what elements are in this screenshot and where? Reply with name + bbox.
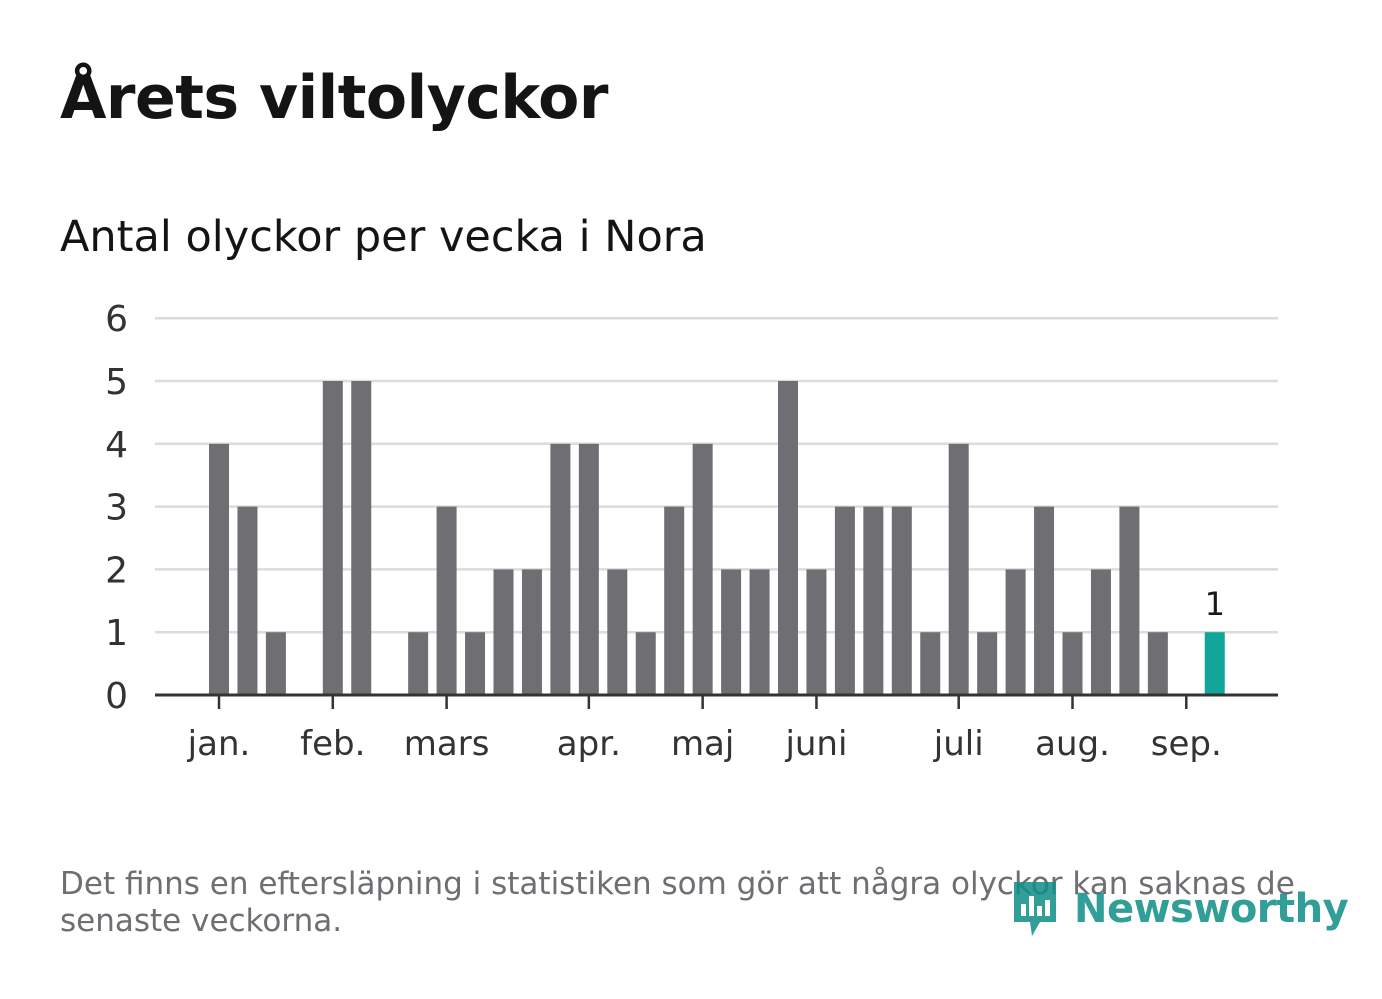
bar — [265, 632, 286, 695]
bar — [778, 381, 798, 695]
bar — [351, 381, 372, 695]
bar — [465, 632, 486, 695]
chart-title: Årets viltolyckor — [60, 63, 609, 133]
x-tick-label: jan. — [187, 724, 251, 764]
bar — [521, 569, 542, 695]
bar — [1005, 569, 1026, 695]
bar — [1147, 632, 1168, 695]
y-tick-label: 6 — [105, 299, 128, 340]
y-tick-label: 2 — [105, 550, 128, 591]
x-axis — [155, 693, 1278, 709]
bar — [1062, 632, 1083, 695]
x-tick-label: sep. — [1151, 724, 1222, 764]
bars — [209, 381, 1225, 695]
bar — [607, 569, 628, 695]
bar — [1090, 569, 1111, 695]
x-tick-label: feb. — [300, 724, 365, 764]
bar — [749, 569, 770, 695]
brand-name: Newsworthy — [1074, 886, 1349, 932]
newsworthy-logo-icon — [1014, 882, 1056, 936]
annotations: 1 — [1205, 585, 1225, 623]
x-tick-label: apr. — [557, 724, 621, 764]
bar — [1034, 506, 1055, 695]
bar — [1119, 506, 1140, 695]
x-tick-label: mars — [404, 724, 490, 764]
bar — [721, 569, 742, 695]
bar — [834, 506, 855, 695]
bar-highlight — [1204, 632, 1225, 695]
bar — [692, 443, 713, 695]
y-axis-labels: 0 1 2 3 4 5 6 — [105, 299, 128, 717]
x-axis-labels: jan. feb. mars apr. maj juni juli aug. sep. — [187, 724, 1222, 764]
x-tick-label: juni — [784, 724, 847, 764]
bar — [863, 506, 884, 695]
brand-logo: Newsworthy — [1010, 878, 1349, 940]
bar — [948, 443, 969, 695]
chart-subtitle: Antal olyckor per vecka i Nora — [60, 212, 707, 262]
bar — [493, 569, 514, 695]
bar — [209, 443, 229, 695]
bar — [635, 632, 656, 695]
data-label: 1 — [1205, 585, 1225, 623]
bar — [664, 506, 685, 695]
bar — [977, 632, 998, 695]
x-tick-label: aug. — [1035, 724, 1110, 764]
bar — [806, 569, 827, 695]
bar — [322, 381, 343, 695]
x-tick-label: juli — [933, 724, 984, 764]
y-tick-label: 3 — [105, 488, 128, 529]
bar — [920, 632, 941, 695]
x-tick-label: maj — [671, 724, 734, 764]
y-tick-label: 4 — [105, 425, 128, 466]
bar — [408, 632, 429, 695]
bar — [578, 443, 599, 695]
bar — [436, 506, 457, 695]
bar — [891, 506, 912, 695]
y-tick-label: 0 — [105, 676, 128, 717]
y-tick-label: 1 — [105, 613, 128, 654]
footnote: Det finns en eftersläpning i statistiken… — [60, 866, 1295, 940]
y-tick-label: 5 — [105, 362, 128, 403]
bar — [237, 506, 258, 695]
bar — [550, 443, 571, 695]
